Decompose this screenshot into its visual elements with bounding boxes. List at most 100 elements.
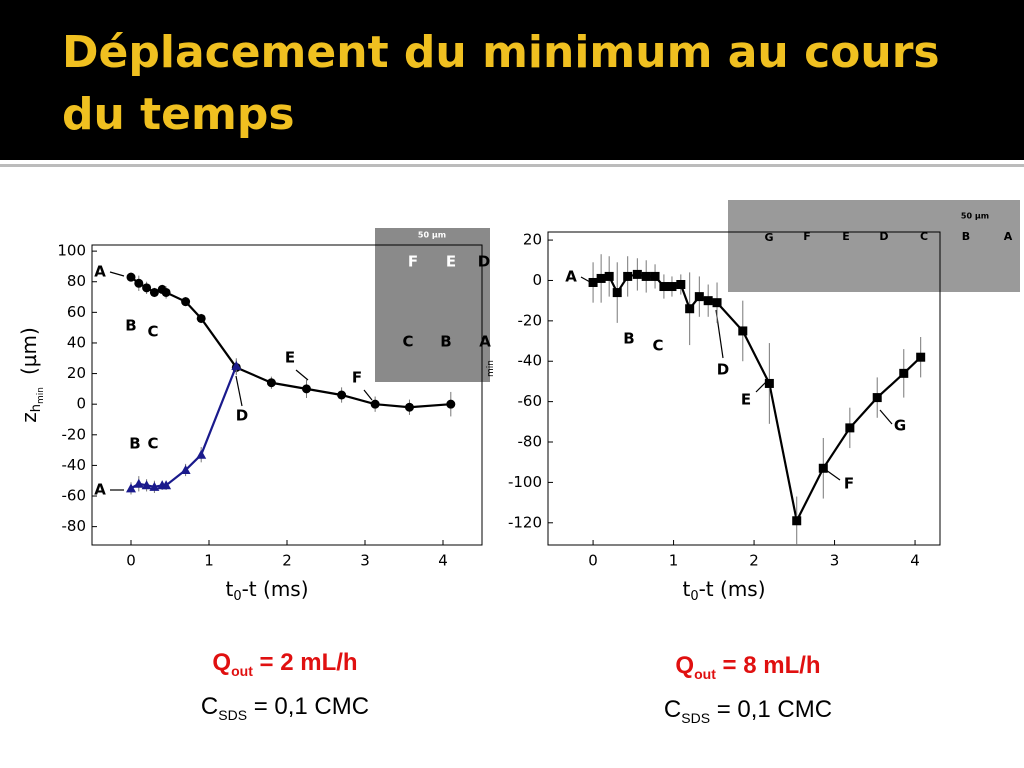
y-tick-label: -80	[518, 433, 543, 451]
y-label-part: z	[17, 412, 41, 423]
point	[196, 313, 206, 323]
point	[404, 402, 414, 412]
c-sub: SDS	[681, 709, 711, 726]
point	[612, 288, 622, 298]
annotation: A	[94, 481, 106, 499]
point	[845, 423, 855, 433]
x-tick-label: 3	[360, 552, 370, 570]
y-tick-label: 60	[67, 303, 86, 321]
insert-label: F	[803, 230, 811, 243]
x-tick-label: 1	[669, 552, 679, 570]
annotation: F	[844, 475, 854, 493]
annotation: A	[565, 268, 577, 286]
y-tick-label: -100	[508, 473, 542, 491]
y-tick-label: -40	[518, 352, 543, 370]
point	[667, 282, 677, 292]
insert-label: D	[478, 253, 490, 271]
point	[370, 399, 380, 409]
arrow	[295, 369, 309, 381]
arrow	[235, 375, 243, 407]
point	[916, 352, 926, 362]
y-label-part: (µm)	[17, 327, 41, 375]
x-label-part: t	[682, 577, 690, 601]
point	[623, 271, 633, 281]
y-tick-label: 0	[76, 395, 86, 413]
point	[161, 287, 171, 297]
point	[126, 483, 136, 493]
arrow	[825, 469, 841, 481]
y-tick-label: 80	[67, 272, 86, 290]
annotation: A	[94, 263, 106, 281]
annotation: B	[129, 435, 140, 453]
y-axis-label: zhmin (µm)	[17, 327, 46, 423]
x-tick-label: 0	[126, 552, 136, 570]
c: C	[663, 695, 682, 723]
x-tick-label: 2	[282, 552, 292, 570]
annotation: B	[623, 330, 634, 348]
photo-insert	[728, 200, 1020, 292]
x-axis-label: t0-t (ms)	[682, 577, 765, 604]
point	[141, 480, 152, 490]
annotation: F	[352, 369, 362, 387]
concentration: CSDS = 0,1 CMC	[598, 692, 898, 736]
caption: Qout = 8 mL/h CSDS = 0,1 CMC	[598, 648, 898, 736]
insert-label: A	[479, 333, 491, 351]
q: Q	[675, 652, 695, 679]
y-tick-label: 100	[57, 242, 86, 260]
curve	[592, 273, 922, 525]
photo-insert	[375, 228, 490, 382]
point	[694, 292, 704, 302]
annotation: D	[236, 407, 248, 425]
y-label-part: h	[29, 404, 44, 412]
q-rest: = 2 mL/h	[259, 649, 358, 676]
point	[161, 480, 172, 490]
point	[196, 449, 207, 459]
point	[650, 271, 660, 281]
annotation: C	[147, 435, 158, 453]
flow-rate: Qout = 2 mL/h	[135, 645, 435, 689]
point	[872, 393, 882, 403]
x-label-part: 0	[690, 589, 698, 604]
point	[134, 278, 144, 288]
x-tick-label: 4	[910, 552, 920, 570]
arrow	[879, 409, 893, 425]
q-sub: out	[694, 665, 716, 682]
point	[604, 271, 614, 281]
y-tick-label: -80	[62, 517, 87, 535]
point	[676, 280, 686, 290]
insert-label: A	[1004, 230, 1013, 243]
x-label-part: -t (ms)	[242, 577, 309, 601]
point	[588, 277, 598, 287]
annotation: E	[741, 391, 751, 409]
q-sub: out	[231, 662, 253, 679]
y-tick-label: 20	[67, 364, 86, 382]
point	[685, 304, 695, 314]
scale-bar-label: 50 µm	[961, 212, 989, 221]
x-label-part: -t (ms)	[699, 577, 766, 601]
point	[181, 297, 191, 307]
x-tick-label: 3	[830, 552, 840, 570]
x-axis-label: t0-t (ms)	[225, 577, 308, 604]
rule	[0, 164, 1024, 167]
y-tick-label: -20	[518, 311, 543, 329]
point	[142, 283, 152, 293]
point	[632, 269, 642, 279]
arrow	[363, 389, 373, 401]
caption: Qout = 2 mL/h CSDS = 0,1 CMC	[135, 645, 435, 733]
point	[149, 287, 159, 297]
arrow	[580, 276, 591, 283]
insert-label: C	[402, 333, 413, 351]
insert-label: B	[440, 333, 451, 351]
point	[126, 272, 136, 282]
point	[337, 390, 347, 400]
scale-bar-label: 50 µm	[418, 231, 446, 240]
y-tick-label: 0	[532, 271, 542, 289]
insert-label: B	[962, 230, 970, 243]
y-tick-label: 40	[67, 333, 86, 351]
point	[266, 378, 276, 388]
point	[446, 399, 456, 409]
point	[899, 368, 909, 378]
y-tick-label: -120	[508, 513, 542, 531]
point	[792, 516, 802, 526]
